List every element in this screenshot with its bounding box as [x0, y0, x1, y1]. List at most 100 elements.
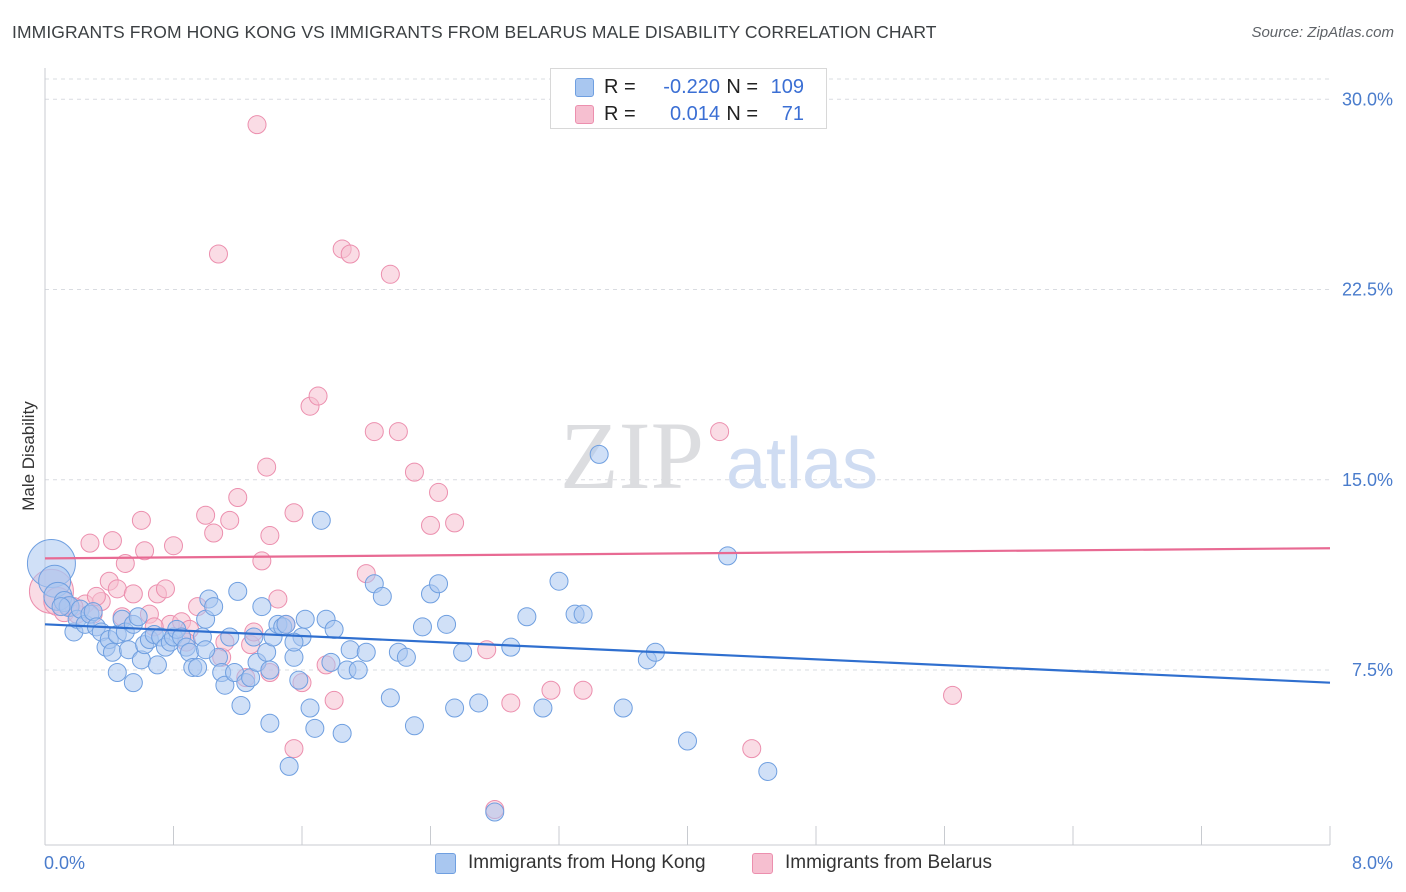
belarus-point-46: [340, 244, 360, 264]
belarus-point-53: [429, 482, 449, 502]
hong-kong-point-91: [533, 698, 553, 718]
belarus-point-54: [445, 513, 465, 533]
hong-kong-point-90: [517, 607, 537, 627]
belarus-point-11: [107, 579, 127, 599]
hong-kong-point-50: [244, 627, 264, 647]
legend-row-belarus: R = 0.014 N = 71: [551, 101, 804, 127]
belarus-point-60: [710, 422, 730, 442]
belarus-point-29: [228, 488, 248, 508]
belarus-point-57: [501, 693, 521, 713]
legend-swatch-blue: [575, 77, 594, 97]
legend-n-value: 109: [770, 75, 804, 98]
correlation-legend: R = -0.220 N = 109 R = 0.014 N = 71: [550, 68, 827, 129]
hong-kong-point-105: [196, 640, 216, 660]
belarus-point-34: [252, 551, 272, 571]
hong-kong-point-79: [396, 647, 416, 667]
belarus-point-36: [260, 526, 280, 546]
y-tick-label-3: 30.0%: [1342, 89, 1393, 109]
hong-kong-point-74: [356, 642, 376, 662]
belarus-point-39: [284, 503, 304, 523]
watermark-atlas: atlas: [726, 424, 878, 504]
y-axis-label: Male Disability: [19, 401, 38, 511]
hong-kong-point-86: [453, 642, 473, 662]
legend-swatch-pink: [575, 104, 594, 124]
belarus-point-18: [155, 579, 175, 599]
hong-kong-point-94: [573, 604, 593, 624]
x-tick-label-min: 0.0%: [44, 853, 85, 873]
hong-kong-point-54: [260, 713, 280, 733]
legend-r-value: -0.220: [663, 75, 720, 98]
chart-title: IMMIGRANTS FROM HONG KONG VS IMMIGRANTS …: [12, 22, 937, 42]
hong-kong-point-84: [437, 614, 457, 634]
legend-n-label: N =: [726, 75, 758, 98]
hong-kong-point-63: [295, 609, 315, 629]
legend-n-value: 71: [781, 102, 804, 125]
series-hong-kong-points: [26, 444, 778, 822]
watermark-zip: ZIP: [560, 402, 704, 509]
hong-kong-point-96: [613, 698, 633, 718]
legend-r-label: R =: [604, 75, 636, 98]
belarus-point-70: [284, 739, 304, 759]
hong-kong-point-58: [276, 614, 296, 634]
trend-line-belarus: [44, 547, 1331, 560]
belarus-point-26: [208, 244, 228, 264]
grid-lines: [45, 78, 1330, 671]
y-tick-label-2: 22.5%: [1342, 280, 1393, 300]
belarus-point-50: [388, 422, 408, 442]
hong-kong-point-106: [260, 660, 280, 680]
belarus-point-59: [573, 680, 593, 700]
hong-kong-point-59: [279, 756, 299, 776]
legend-item-hong-kong[interactable]: Immigrants from Hong Kong: [435, 852, 706, 874]
hong-kong-point-52: [252, 597, 272, 617]
hong-kong-point-72: [340, 640, 360, 660]
axes: [44, 68, 1331, 846]
belarus-point-51: [404, 462, 424, 482]
hong-kong-point-76: [372, 586, 392, 606]
hong-kong-point-40: [204, 597, 224, 617]
hong-kong-point-73: [348, 660, 368, 680]
legend-item-belarus[interactable]: Immigrants from Belarus: [752, 852, 992, 874]
hong-kong-point-102: [51, 597, 71, 617]
hong-kong-point-64: [300, 698, 320, 718]
legend-swatch-pink: [752, 852, 773, 874]
hong-kong-point-88: [485, 802, 505, 822]
hong-kong-point-26: [147, 655, 167, 675]
y-tick-label-1: 15.0%: [1342, 470, 1393, 490]
belarus-point-62: [943, 685, 963, 705]
series-legend: Immigrants from Hong Kong Immigrants fro…: [0, 852, 1406, 878]
hong-kong-point-95: [589, 444, 609, 464]
legend-r-value: 0.014: [669, 102, 720, 125]
hong-kong-point-99: [678, 731, 697, 751]
hong-kong-point-103: [107, 663, 127, 683]
belarus-point-48: [364, 422, 384, 442]
hong-kong-point-77: [380, 688, 400, 708]
hong-kong-point-61: [289, 670, 309, 690]
belarus-point-14: [131, 510, 151, 530]
belarus-point-33: [247, 115, 267, 135]
belarus-point-20: [164, 536, 183, 556]
belarus-point-12: [115, 553, 135, 573]
hong-kong-point-85: [445, 698, 465, 718]
belarus-point-13: [123, 584, 143, 604]
belarus-point-42: [308, 386, 328, 406]
legend-label-hong-kong: Immigrants from Hong Kong: [468, 852, 706, 873]
y-tick-label-0: 7.5%: [1352, 660, 1393, 680]
x-tick-label-max: 8.0%: [1352, 853, 1393, 873]
hong-kong-point-89: [501, 637, 521, 657]
source-label: Source: ZipAtlas.com: [1251, 24, 1394, 41]
hong-kong-point-70: [332, 723, 352, 743]
belarus-point-37: [268, 589, 288, 609]
hong-kong-point-21: [128, 607, 148, 627]
belarus-point-49: [380, 264, 400, 284]
belarus-point-25: [204, 523, 224, 543]
hong-kong-point-44: [220, 627, 240, 647]
hong-kong-point-100: [718, 546, 738, 566]
hong-kong-point-46: [228, 581, 248, 601]
hong-kong-point-92: [549, 571, 569, 591]
legend-swatch-blue: [435, 852, 456, 874]
hong-kong-point-80: [404, 716, 424, 736]
hong-kong-point-87: [469, 693, 489, 713]
hong-kong-point-43: [215, 675, 235, 695]
belarus-point-35: [257, 457, 277, 477]
